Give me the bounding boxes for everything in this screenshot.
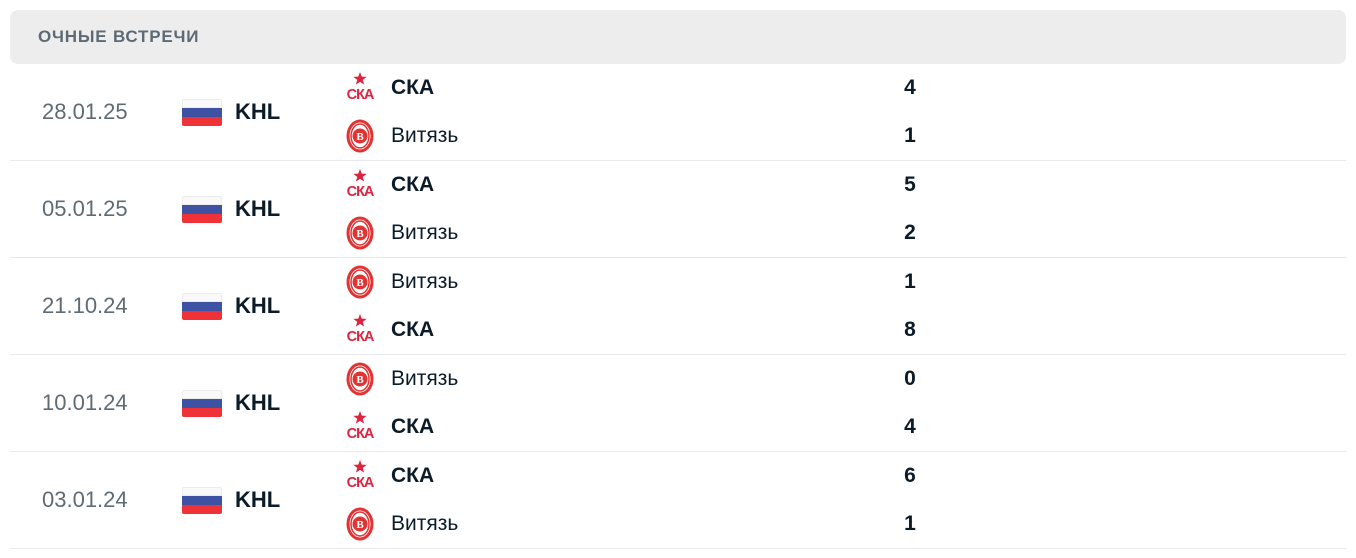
match-date: 21.10.24 bbox=[42, 293, 128, 318]
russia-flag-icon bbox=[182, 486, 222, 514]
league-label: KHL bbox=[235, 99, 281, 124]
vityaz-logo-icon: В bbox=[342, 361, 378, 397]
team-row: СКА В Витязь 0 bbox=[342, 355, 1346, 403]
team-row: СКА В Витязь 1 bbox=[342, 258, 1346, 306]
team-score: 0 bbox=[904, 367, 916, 390]
svg-text:В: В bbox=[356, 374, 364, 386]
matches-list: 28.01.25 KHL СКА bbox=[0, 64, 1356, 549]
team-name: СКА bbox=[391, 464, 435, 487]
team-score: 2 bbox=[904, 221, 916, 244]
svg-text:СКА: СКА bbox=[347, 426, 375, 442]
teams-cell: СКА В СКА 4 bbox=[332, 64, 1346, 160]
team-row: СКА В СКА 4 bbox=[342, 403, 1346, 451]
ska-logo-icon: СКА bbox=[342, 70, 378, 106]
match-date: 28.01.25 bbox=[42, 99, 128, 124]
league-cell: KHL bbox=[182, 98, 332, 126]
team-row: СКА В Витязь 1 bbox=[342, 112, 1346, 160]
league-label: KHL bbox=[235, 487, 281, 512]
league-label: KHL bbox=[235, 390, 281, 415]
ska-logo-icon: СКА bbox=[342, 409, 378, 445]
vityaz-logo-icon: В bbox=[342, 215, 378, 251]
match-row[interactable]: 05.01.25 KHL СКА bbox=[10, 161, 1346, 258]
match-row[interactable]: 03.01.24 KHL СКА bbox=[10, 452, 1346, 549]
team-score: 5 bbox=[904, 173, 916, 196]
ska-logo-icon: СКА bbox=[342, 458, 378, 494]
russia-flag-icon bbox=[182, 195, 222, 223]
team-name: СКА bbox=[391, 318, 435, 341]
svg-text:В: В bbox=[356, 519, 364, 531]
section-title: ОЧНЫЕ ВСТРЕЧИ bbox=[38, 27, 200, 46]
team-row: СКА В СКА 6 bbox=[342, 452, 1346, 500]
league-cell: KHL bbox=[182, 486, 332, 514]
vityaz-logo-icon: В bbox=[342, 506, 378, 542]
teams-cell: СКА В СКА 6 bbox=[332, 452, 1346, 548]
team-name: СКА bbox=[391, 76, 435, 99]
team-score: 6 bbox=[904, 464, 916, 487]
team-score: 4 bbox=[904, 76, 916, 99]
team-score: 1 bbox=[904, 124, 916, 147]
russia-flag-icon bbox=[182, 98, 222, 126]
team-score: 1 bbox=[904, 512, 916, 535]
team-row: СКА В Витязь 1 bbox=[342, 500, 1346, 548]
teams-cell: СКА В Витязь 1 bbox=[332, 258, 1346, 354]
team-row: СКА В СКА 8 bbox=[342, 306, 1346, 354]
teams-cell: СКА В Витязь 0 bbox=[332, 355, 1346, 451]
league-cell: KHL bbox=[182, 389, 332, 417]
teams-cell: СКА В СКА 5 bbox=[332, 161, 1346, 257]
match-row[interactable]: 21.10.24 KHL СКА bbox=[10, 258, 1346, 355]
svg-text:В: В bbox=[356, 277, 364, 289]
vityaz-logo-icon: В bbox=[342, 118, 378, 154]
russia-flag-icon bbox=[182, 389, 222, 417]
match-row[interactable]: 10.01.24 KHL СКА bbox=[10, 355, 1346, 452]
team-name: Витязь bbox=[391, 512, 459, 535]
team-name: Витязь bbox=[391, 367, 459, 390]
svg-text:СКА: СКА bbox=[347, 87, 375, 103]
team-name: СКА bbox=[391, 415, 435, 438]
team-name: Витязь bbox=[391, 221, 459, 244]
team-name: СКА bbox=[391, 173, 435, 196]
svg-text:СКА: СКА bbox=[347, 475, 375, 491]
league-cell: KHL bbox=[182, 195, 332, 223]
team-row: СКА В Витязь 2 bbox=[342, 209, 1346, 257]
match-row[interactable]: 28.01.25 KHL СКА bbox=[10, 64, 1346, 161]
ska-logo-icon: СКА bbox=[342, 312, 378, 348]
match-date: 10.01.24 bbox=[42, 390, 128, 415]
match-date: 03.01.24 bbox=[42, 487, 128, 512]
svg-text:В: В bbox=[356, 228, 364, 240]
svg-text:СКА: СКА bbox=[347, 329, 375, 345]
svg-text:В: В bbox=[356, 131, 364, 143]
team-row: СКА В СКА 5 bbox=[342, 161, 1346, 209]
league-label: KHL bbox=[235, 196, 281, 221]
match-date: 05.01.25 bbox=[42, 196, 128, 221]
team-score: 4 bbox=[904, 415, 916, 438]
vityaz-logo-icon: В bbox=[342, 264, 378, 300]
league-cell: KHL bbox=[182, 292, 332, 320]
svg-text:СКА: СКА bbox=[347, 184, 375, 200]
section-header: ОЧНЫЕ ВСТРЕЧИ bbox=[10, 10, 1346, 64]
league-label: KHL bbox=[235, 293, 281, 318]
team-name: Витязь bbox=[391, 270, 459, 293]
team-score: 8 bbox=[904, 318, 916, 341]
team-name: Витязь bbox=[391, 124, 459, 147]
russia-flag-icon bbox=[182, 292, 222, 320]
team-score: 1 bbox=[904, 270, 916, 293]
ska-logo-icon: СКА bbox=[342, 167, 378, 203]
team-row: СКА В СКА 4 bbox=[342, 64, 1346, 112]
